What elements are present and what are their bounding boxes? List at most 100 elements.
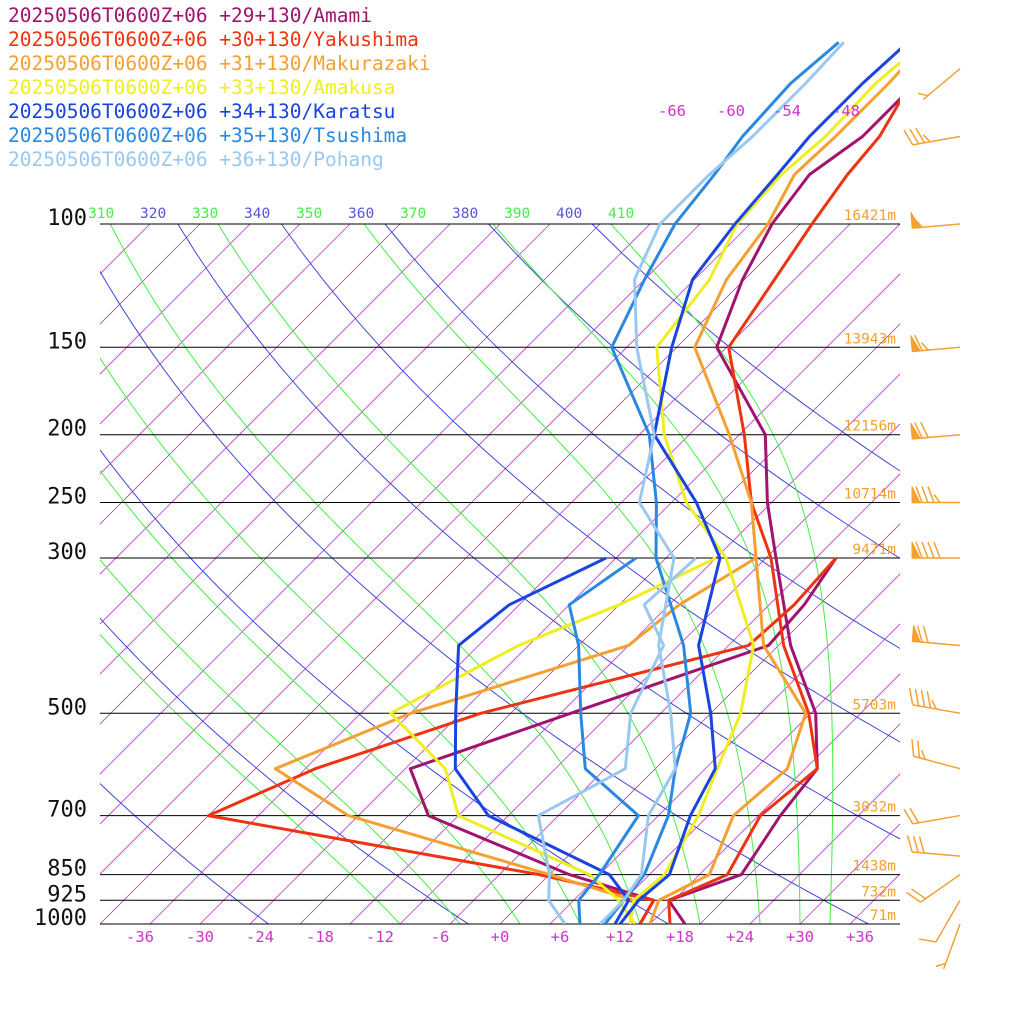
dry-adiabat-line: [591, 223, 900, 472]
barb-feather: [931, 699, 938, 710]
isotherm-top-label: -60: [717, 102, 745, 120]
legend-entry: 20250506T0600Z+06 +35+130/Tsushima: [8, 124, 408, 147]
isotherm-line: [799, 823, 900, 924]
wind-barb: [910, 211, 961, 229]
isotherm-line: [399, 423, 900, 924]
barb-staff: [942, 923, 961, 970]
barb-feather: [917, 92, 928, 97]
dewpoint-line: [536, 556, 698, 924]
dewpoint-line: [408, 557, 838, 924]
wind-barbs: [903, 68, 961, 970]
barb-feather: [915, 541, 923, 559]
isotherm-line: [199, 224, 900, 924]
dewpoint-line: [206, 557, 838, 924]
barb-feather: [915, 486, 923, 503]
theta-label: 350: [296, 206, 322, 222]
height-label-250: 10714m: [844, 487, 897, 503]
barb-staff: [912, 851, 961, 857]
isotherm-line: [100, 224, 501, 625]
isotherm-line: [449, 473, 900, 924]
pressure-label-925: 925: [47, 882, 87, 907]
barb-feather: [933, 541, 941, 559]
barb-feather: [927, 486, 935, 503]
isotherm-line: [100, 224, 301, 425]
barb-feather: [909, 807, 920, 824]
isotherm-line: [649, 673, 900, 924]
isotherm-line: [549, 573, 900, 924]
barb-staff: [913, 755, 961, 770]
barb-feather: [921, 541, 929, 559]
isotherm-line: [100, 224, 551, 675]
x-tick-label: +24: [726, 928, 754, 946]
isotherm-line: [100, 224, 651, 775]
temperature-line: [618, 47, 900, 924]
isotherm-line: [299, 323, 900, 924]
temperature-line: [628, 60, 900, 924]
series-4: [389, 60, 900, 924]
isotherm-line: [100, 224, 451, 575]
x-tick-label: +30: [786, 928, 814, 946]
legend-entry: 20250506T0600Z+06 +33+130/Amakusa: [8, 76, 396, 99]
theta-label: 310: [88, 206, 114, 222]
barb-feather: [922, 625, 929, 643]
pressure-label-1000: 1000: [34, 906, 87, 931]
legend-entry: 20250506T0600Z+06 +29+130/Amami: [8, 4, 372, 27]
temperature-line: [648, 68, 900, 924]
barb-feather: [926, 691, 932, 709]
sounding-profiles: [206, 41, 900, 924]
barb-feather: [914, 422, 923, 439]
x-tick-label: -18: [306, 928, 334, 946]
pressure-label-150: 150: [47, 329, 87, 354]
theta-label: 340: [244, 206, 270, 222]
barb-feather: [906, 891, 922, 903]
legend-entry: 20250506T0600Z+06 +36+130/Pohang: [8, 148, 384, 171]
barb-feather: [920, 421, 929, 438]
x-tick-label: -36: [126, 928, 154, 946]
pressure-label-500: 500: [47, 695, 87, 720]
height-label-700: 3032m: [852, 800, 896, 816]
isotherm-line: [349, 373, 900, 924]
isotherm-line: [100, 224, 351, 475]
wind-barb: [911, 739, 961, 770]
height-label-300: 9471m: [852, 542, 896, 558]
height-label-200: 12156m: [844, 419, 897, 435]
series-1: [408, 96, 900, 924]
theta-label: 330: [192, 206, 218, 222]
barb-feather: [912, 835, 919, 853]
pressure-label-250: 250: [47, 485, 87, 510]
barb-feather: [916, 625, 923, 643]
axis-labels: 100 16421m 150 13943m 200 12156m 250 10714m 300 9…: [34, 102, 896, 946]
barb-feather: [914, 689, 920, 707]
temperature-line: [667, 96, 900, 924]
x-tick-label: -12: [366, 928, 394, 946]
wind-barb: [910, 334, 961, 353]
isotherms: [0, 224, 900, 924]
height-label-850: 1438m: [852, 859, 896, 875]
theta-label: 360: [348, 206, 374, 222]
isotherm-line: [100, 224, 801, 924]
barb-pennant: [911, 541, 921, 559]
temperature-line: [603, 41, 840, 924]
theta-label: 320: [140, 206, 166, 222]
isotherm-line: [599, 623, 900, 924]
barb-feather: [917, 740, 921, 758]
barb-feather: [911, 888, 927, 900]
isotherm-line: [100, 224, 751, 875]
barb-pennant: [911, 486, 921, 504]
isotherm-line: [100, 224, 251, 375]
x-tick-label: +0: [491, 928, 510, 946]
legend-entry: 20250506T0600Z+06 +34+130/Karatsu: [8, 100, 396, 123]
isotherm-line: [699, 723, 900, 924]
isotherm-line: [499, 523, 900, 924]
barb-feather: [921, 486, 929, 503]
barb-staff: [912, 814, 961, 825]
isotherm-top-label: -54: [773, 102, 801, 120]
x-tick-label: +36: [846, 928, 874, 946]
barb-feather: [920, 342, 929, 351]
height-label-150: 13943m: [844, 331, 897, 347]
dry-adiabats: [100, 223, 900, 924]
isotherm-line: [0, 224, 50, 924]
dewpoint-line: [453, 556, 631, 924]
x-tick-label: -24: [246, 928, 274, 946]
